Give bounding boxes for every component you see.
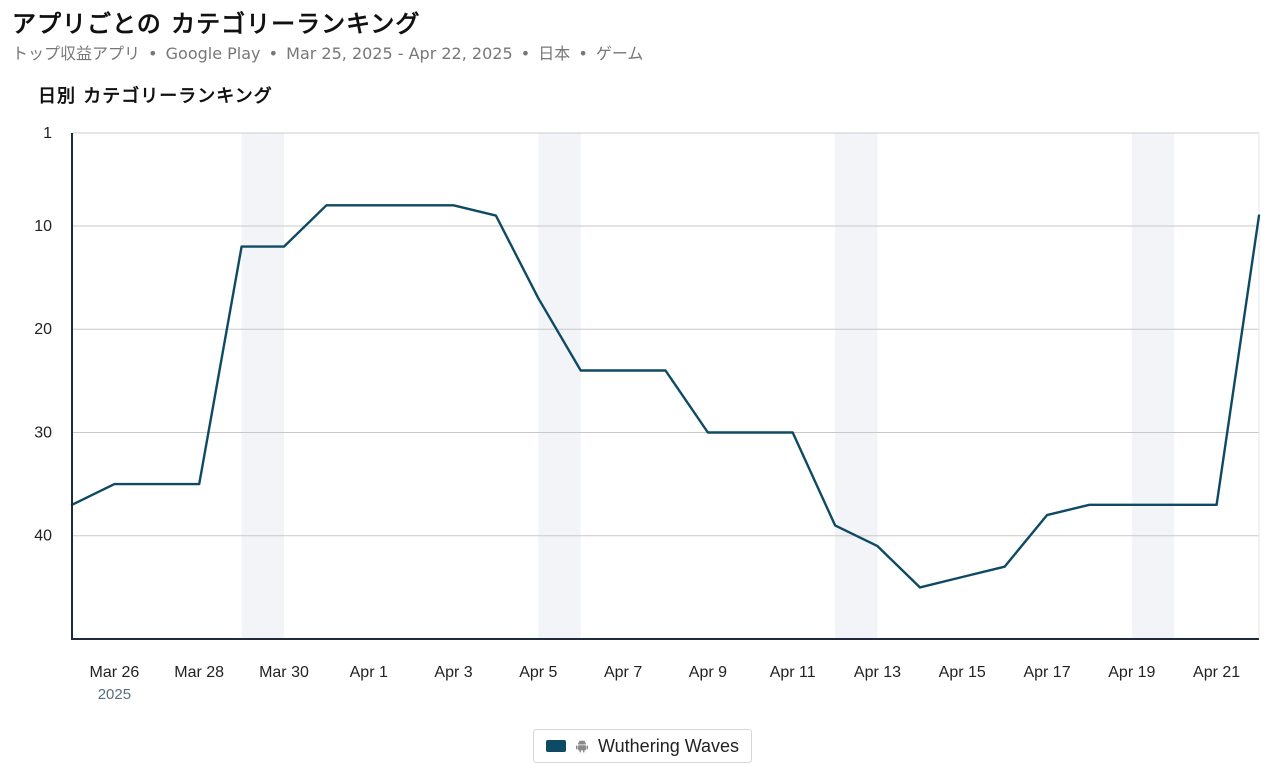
data-point — [1087, 503, 1091, 507]
subtitle-separator: • — [148, 44, 158, 63]
page-subtitle: トップ収益アプリ • Google Play • Mar 25, 2025 - … — [12, 40, 643, 64]
weekend-band — [241, 133, 284, 639]
weekend-bands — [72, 133, 1259, 639]
subtitle-date-range: Mar 25, 2025 - Apr 22, 2025 — [286, 44, 513, 63]
data-point — [579, 369, 583, 373]
data-point — [664, 369, 668, 373]
x-tick-label: Apr 21 — [1193, 664, 1240, 681]
legend-item-wuthering-waves[interactable]: Wuthering Waves — [533, 729, 753, 763]
page-title: アプリごとの カテゴリーランキング — [12, 10, 421, 38]
subtitle-store: Google Play — [165, 44, 261, 63]
y-tick-label: 1 — [43, 125, 52, 142]
y-tick-label: 30 — [34, 424, 52, 441]
data-point — [1045, 513, 1049, 517]
weekend-band — [538, 133, 581, 639]
x-tick-label: Apr 19 — [1108, 664, 1155, 681]
x-tick-label: Mar 30 — [259, 664, 309, 681]
data-point — [875, 544, 879, 548]
data-point — [324, 203, 328, 207]
subtitle-country: 日本 — [538, 44, 571, 63]
y-tick-label: 40 — [34, 528, 52, 545]
data-point — [155, 482, 159, 486]
data-point — [960, 575, 964, 579]
subtitle-metric: トップ収益アプリ — [12, 44, 141, 63]
x-tick-label: Apr 15 — [939, 664, 986, 681]
weekend-band — [1131, 133, 1175, 639]
x-tick-label: Apr 9 — [689, 664, 727, 681]
x-tick-label: Mar 26 — [89, 664, 139, 681]
data-point — [282, 245, 286, 249]
x-tick-label: Apr 11 — [770, 664, 816, 681]
data-point — [1215, 503, 1219, 507]
data-point — [452, 203, 456, 207]
x-tick-label: Apr 1 — [350, 664, 388, 681]
legend-label: Wuthering Waves — [598, 735, 740, 756]
y-tick-label: 20 — [34, 321, 52, 338]
data-point — [918, 585, 922, 589]
data-point — [791, 430, 795, 434]
data-point — [621, 369, 625, 373]
x-tick-label: Mar 28 — [174, 664, 224, 681]
legend-swatch — [546, 740, 566, 752]
tick-labels: 1 10 20 30 40 Mar 26 Mar 28 Mar 30 Apr 1 Apr 3 Apr… — [34, 125, 1240, 703]
subtitle-category: ゲーム — [595, 44, 644, 63]
axes — [71, 133, 1259, 640]
x-tick-label: Apr 5 — [519, 664, 557, 681]
subtitle-separator: • — [578, 44, 588, 63]
series-lines — [70, 203, 1261, 589]
x-tick-label: Apr 17 — [1023, 664, 1070, 681]
data-point — [748, 430, 752, 434]
data-point — [1257, 214, 1261, 218]
x-tick-label: Apr 3 — [434, 664, 472, 681]
subtitle-separator: • — [268, 44, 279, 63]
grid-lines — [72, 132, 1260, 639]
subtitle-separator: • — [520, 44, 531, 63]
series-line-wuthering-waves — [70, 204, 1261, 589]
data-point — [833, 523, 837, 527]
chart-title: 日別 カテゴリーランキング — [38, 86, 273, 107]
data-point — [409, 203, 413, 207]
data-point — [536, 296, 540, 300]
data-point — [197, 482, 201, 486]
data-point — [1130, 503, 1134, 507]
data-point — [112, 482, 116, 486]
x-tick-label: Apr 7 — [604, 664, 642, 681]
data-point — [1003, 565, 1007, 569]
y-tick-label: 10 — [34, 218, 52, 235]
data-point — [367, 203, 371, 207]
data-point — [706, 430, 710, 434]
weekend-band — [835, 133, 878, 639]
x-tick-label: Apr 13 — [854, 664, 901, 681]
android-icon — [576, 740, 588, 753]
x-year-label: 2025 — [98, 686, 131, 703]
data-point — [494, 214, 498, 218]
data-point — [1172, 503, 1176, 507]
data-point — [240, 245, 244, 249]
